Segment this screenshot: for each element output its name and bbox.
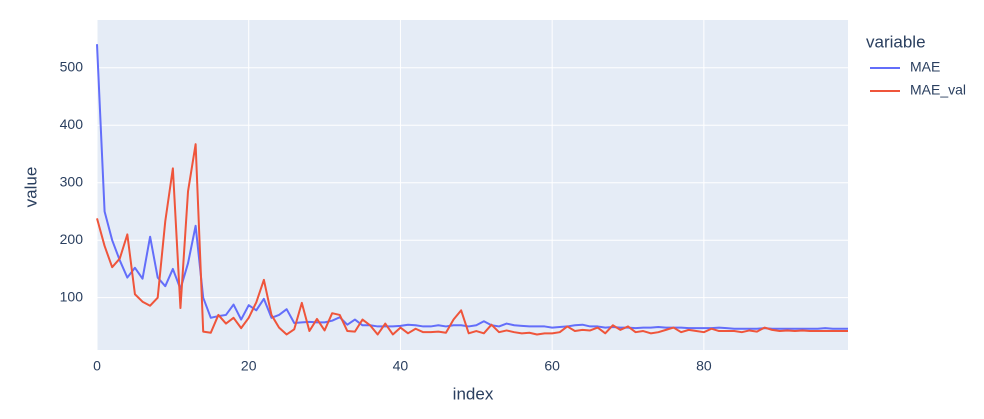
x-tick-label: 80: [696, 358, 712, 374]
x-tick-label: 20: [241, 358, 257, 374]
y-tick-label: 300: [60, 173, 84, 189]
grid: [96, 20, 848, 350]
plot-area: [97, 20, 848, 350]
x-tick-label: 40: [393, 358, 409, 374]
y-tick-label: 400: [60, 116, 84, 132]
legend-title: variable: [866, 32, 926, 51]
legend-label: MAE: [910, 59, 940, 75]
y-tick-label: 100: [60, 288, 84, 304]
lines: [96, 44, 848, 336]
x-axis-title: index: [453, 384, 494, 403]
x-tick-label: 0: [93, 358, 101, 374]
y-tick-label: 200: [60, 231, 84, 247]
y-tick-label: 500: [60, 58, 84, 74]
y-axis-title: value: [21, 167, 40, 208]
x-tick-label: 60: [544, 358, 560, 374]
series-line: [96, 143, 848, 336]
legend-label: MAE_val: [910, 82, 966, 98]
series-line: [96, 44, 848, 330]
